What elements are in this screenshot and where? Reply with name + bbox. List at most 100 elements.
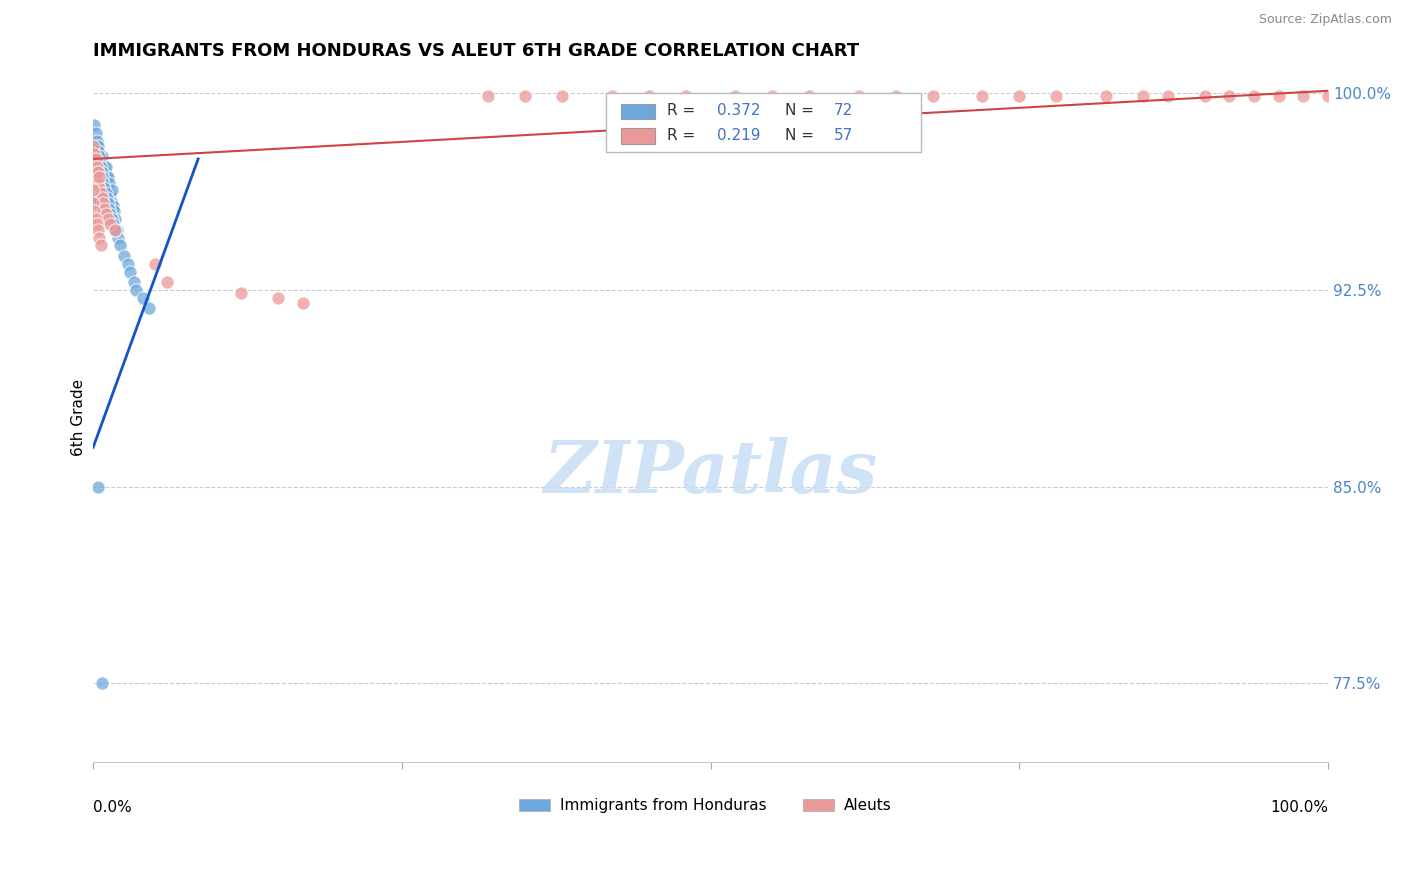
Point [515, 89, 537, 103]
Point [1243, 89, 1265, 103]
Bar [606, 93, 921, 152]
Point [83, 204, 105, 219]
Point [97, 170, 120, 185]
Point [120, 265, 142, 279]
Point [90, 149, 112, 163]
Point [1317, 89, 1340, 103]
Point [90, 238, 112, 252]
Point [97, 196, 120, 211]
Point [89, 154, 111, 169]
Text: 57: 57 [834, 128, 853, 143]
Point [84, 152, 107, 166]
Point [87, 176, 110, 190]
Point [96, 191, 118, 205]
Point [1045, 89, 1067, 103]
Point [94, 160, 117, 174]
Point [1156, 89, 1178, 103]
Point [100, 207, 122, 221]
Point [83, 118, 105, 132]
Text: Aleuts: Aleuts [844, 797, 891, 813]
Point [87, 165, 110, 179]
Point [724, 89, 747, 103]
Point [90, 165, 112, 179]
Text: 0.219: 0.219 [717, 128, 761, 143]
Point [84, 165, 107, 179]
Point [110, 238, 132, 252]
Point [91, 176, 114, 190]
Point [90, 186, 112, 200]
Point [87, 178, 110, 193]
Point [104, 212, 127, 227]
Bar [620, 128, 655, 144]
Point [125, 283, 148, 297]
Point [1008, 89, 1031, 103]
Text: N =: N = [785, 103, 818, 118]
Point [477, 89, 499, 103]
Point [143, 257, 166, 271]
Point [90, 152, 112, 166]
Point [100, 218, 122, 232]
Point [104, 223, 127, 237]
Text: N =: N = [785, 128, 818, 143]
Point [82, 152, 104, 166]
Point [89, 230, 111, 244]
Point [761, 89, 783, 103]
Point [91, 196, 114, 211]
Point [551, 89, 574, 103]
Point [91, 165, 114, 179]
Point [86, 170, 108, 185]
Point [93, 170, 115, 185]
Point [100, 183, 122, 197]
Point [112, 249, 135, 263]
Point [86, 134, 108, 148]
Point [96, 170, 118, 185]
Point [600, 89, 623, 103]
Point [89, 170, 111, 185]
Point [83, 165, 105, 179]
Point [87, 165, 110, 179]
Bar [519, 799, 550, 812]
Point [84, 126, 107, 140]
Point [100, 212, 122, 227]
Point [93, 180, 115, 194]
Point [98, 176, 121, 190]
Point [87, 144, 110, 158]
Point [117, 257, 139, 271]
Bar [620, 103, 655, 119]
Point [1194, 89, 1216, 103]
Text: Source: ZipAtlas.com: Source: ZipAtlas.com [1258, 13, 1392, 27]
Point [87, 138, 110, 153]
Point [84, 212, 107, 227]
Point [86, 170, 108, 185]
Point [82, 196, 104, 211]
Point [93, 160, 115, 174]
Point [90, 170, 112, 185]
Point [83, 160, 105, 174]
Point [87, 223, 110, 237]
Point [98, 202, 121, 216]
Point [94, 186, 117, 200]
Point [97, 183, 120, 197]
Point [138, 301, 160, 316]
Y-axis label: 6th Grade: 6th Grade [72, 378, 86, 456]
Point [90, 165, 112, 179]
Text: ZIPatlas: ZIPatlas [544, 437, 877, 508]
Point [86, 138, 108, 153]
Point [90, 160, 112, 174]
Point [93, 178, 115, 193]
Point [87, 479, 110, 493]
Point [1218, 89, 1240, 103]
Point [90, 170, 112, 185]
Point [83, 146, 105, 161]
Point [87, 191, 110, 205]
Point [90, 191, 112, 205]
Point [91, 178, 114, 193]
Point [89, 149, 111, 163]
Point [82, 183, 104, 197]
Point [93, 202, 115, 216]
Point [96, 178, 118, 193]
Point [87, 144, 110, 158]
Point [86, 160, 108, 174]
Point [94, 170, 117, 185]
Text: 72: 72 [834, 103, 853, 118]
